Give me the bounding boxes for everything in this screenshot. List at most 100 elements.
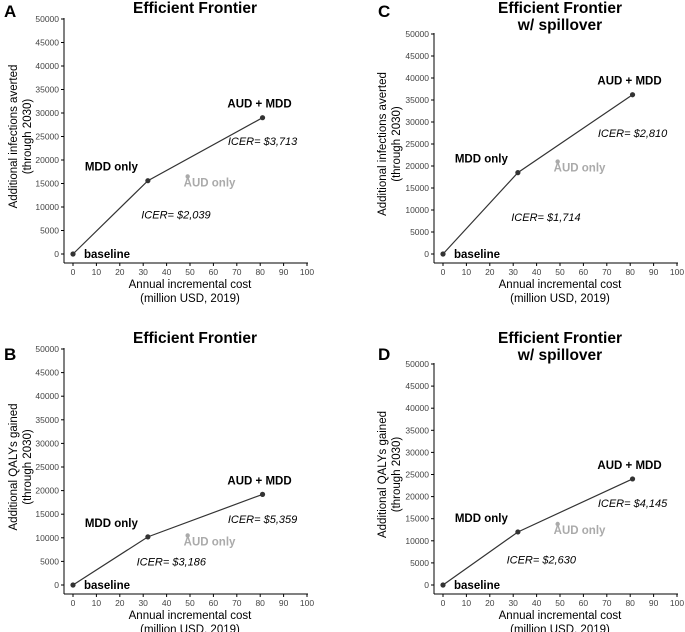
chart-a-point-label-aud-only: AUD only xyxy=(184,177,236,189)
chart-c-y-label: Additional infections averted xyxy=(377,72,389,216)
chart-d-y-tick-label: 10000 xyxy=(405,536,429,546)
chart-a-point-baseline xyxy=(70,251,76,257)
chart-a-x-tick-label: 50 xyxy=(185,267,195,277)
chart-c-icer-label-1: ICER= $1,714 xyxy=(511,212,580,224)
chart-d-y-tick-label: 5000 xyxy=(410,558,429,568)
chart-a-y-label: Additional infections averted xyxy=(8,65,20,209)
chart-d-point-label-mdd-only: MDD only xyxy=(455,513,509,525)
chart-b-point-label-mdd-only: MDD only xyxy=(85,518,139,530)
chart-d-x-label: Annual incremental cost xyxy=(499,610,623,622)
chart-a-x-tick-label: 20 xyxy=(115,267,125,277)
chart-d-icer-label-1: ICER= $2,630 xyxy=(507,554,577,566)
chart-d-y-tick-label: 40000 xyxy=(405,403,429,413)
chart-a-x-tick-label: 0 xyxy=(71,267,76,277)
chart-d-y-label: Additional QALYs gained xyxy=(377,411,389,538)
chart-d-y-tick-label: 20000 xyxy=(405,492,429,502)
chart-d-point-label-baseline: baseline xyxy=(454,580,500,592)
chart-b-group: 0 10 20 30 40 50 60 70 80 90 100 0 5000 10000 15000 200… xyxy=(8,344,314,632)
panel-letter-b: B xyxy=(4,345,17,364)
chart-c-icer-label-2: ICER= $2,810 xyxy=(598,128,668,140)
chart-subtitle-c: w/ spillover xyxy=(517,17,603,34)
chart-a-icer-label-2: ICER= $3,713 xyxy=(228,136,298,148)
chart-c-y-tick-label: 30000 xyxy=(405,117,429,127)
chart-c-x-tick-label: 50 xyxy=(555,267,565,277)
chart-c-x-tick-label: 70 xyxy=(602,267,612,277)
chart-a-y-label-sub: (through 2030) xyxy=(22,99,34,175)
chart-a-x-tick-label: 100 xyxy=(300,267,314,277)
chart-a-x-tick-label: 80 xyxy=(255,267,265,277)
chart-subtitle-d: w/ spillover xyxy=(517,347,603,364)
chart-a-y-tick-label: 20000 xyxy=(35,155,59,165)
chart-c-y-tick-label: 40000 xyxy=(405,73,429,83)
chart-a-y-tick-label: 40000 xyxy=(35,61,59,71)
panel-letter-c: C xyxy=(378,2,391,21)
chart-d-point-label-aud-mdd: AUD + MDD xyxy=(597,460,661,472)
chart-d-icer-label-2: ICER= $4,145 xyxy=(598,498,668,510)
chart-d-x-tick-label: 20 xyxy=(485,598,495,608)
chart-c-y-tick-label: 10000 xyxy=(405,205,429,215)
chart-c-y-label-sub: (through 2030) xyxy=(391,106,403,182)
chart-b-y-tick-label: 35000 xyxy=(35,415,59,425)
chart-d-y-tick-label: 50000 xyxy=(405,359,429,369)
chart-b-x-tick-label: 80 xyxy=(255,598,265,608)
chart-c-x-tick-label: 30 xyxy=(508,267,518,277)
chart-a-point-label-aud-mdd: AUD + MDD xyxy=(227,99,291,111)
chart-b-point-label-baseline: baseline xyxy=(84,580,130,592)
chart-a-x-label-sub: (million USD, 2019) xyxy=(140,293,240,305)
chart-b-point-label-aud-only: AUD only xyxy=(184,536,236,548)
chart-b-y-label-sub: (through 2030) xyxy=(22,429,34,505)
chart-d-x-tick-label: 100 xyxy=(670,598,684,608)
chart-d-point-aud-mdd xyxy=(629,476,636,482)
chart-a-point-aud-mdd xyxy=(259,115,266,121)
chart-b-point-mdd-only xyxy=(145,534,151,540)
chart-c-y-tick-label: 15000 xyxy=(405,183,429,193)
chart-c-y-tick-label: 0 xyxy=(424,249,429,259)
chart-c-point-label-baseline: baseline xyxy=(454,249,500,261)
chart-b-y-tick-label: 15000 xyxy=(35,509,59,519)
chart-a-x-tick-label: 40 xyxy=(162,267,172,277)
chart-b-y-tick-label: 45000 xyxy=(35,368,59,378)
chart-c-x-tick-label: 20 xyxy=(485,267,495,277)
chart-a-x-tick-label: 60 xyxy=(209,267,219,277)
chart-a-y-tick-label: 0 xyxy=(54,249,59,259)
chart-b-x-tick-label: 20 xyxy=(115,598,125,608)
chart-title-d-line1: Efficient Frontier xyxy=(497,330,622,347)
chart-b-point-aud-only xyxy=(185,533,190,538)
chart-c-x-label-sub: (million USD, 2019) xyxy=(510,293,610,305)
chart-c-x-tick-label: 60 xyxy=(579,267,589,277)
chart-b-x-tick-label: 90 xyxy=(279,598,289,608)
chart-title-a: Efficient Frontier xyxy=(100,0,290,17)
chart-c-point-label-aud-mdd: AUD + MDD xyxy=(597,76,661,88)
chart-a-point-aud-only xyxy=(185,174,190,179)
chart-c-point-label-aud-only: AUD only xyxy=(554,163,606,175)
chart-d-point-mdd-only xyxy=(515,529,521,535)
chart-a-x-tick-label: 10 xyxy=(92,267,102,277)
chart-d-point-label-aud-only: AUD only xyxy=(554,525,606,537)
chart-a-x-tick-label: 70 xyxy=(232,267,242,277)
chart-c-y-tick-label: 5000 xyxy=(410,227,429,237)
chart-a-x-label: Annual incremental cost xyxy=(129,279,253,291)
chart-d-y-tick-label: 35000 xyxy=(405,425,429,435)
chart-title-c-line1: Efficient Frontier xyxy=(497,0,622,17)
chart-b-point-aud-mdd xyxy=(259,491,266,497)
chart-c-x-tick-label: 90 xyxy=(649,267,659,277)
chart-c-x-label: Annual incremental cost xyxy=(499,279,623,291)
chart-a-x-tick-label: 90 xyxy=(279,267,289,277)
chart-d-x-tick-label: 60 xyxy=(579,598,589,608)
chart-b-x-label-sub: (million USD, 2019) xyxy=(140,624,240,632)
panel-letter-d: D xyxy=(378,345,391,364)
chart-b-y-tick-label: 20000 xyxy=(35,486,59,496)
chart-b-x-tick-label: 60 xyxy=(209,598,219,608)
chart-d-x-label-sub: (million USD, 2019) xyxy=(510,624,610,632)
chart-b-x-tick-label: 10 xyxy=(92,598,102,608)
chart-a-y-tick-label: 10000 xyxy=(35,202,59,212)
chart-b-x-label: Annual incremental cost xyxy=(129,610,253,622)
chart-c-point-baseline xyxy=(440,251,446,257)
chart-d-group: 0 10 20 30 40 50 60 70 80 90 100 0 5000 10000 15000 200… xyxy=(377,359,684,632)
chart-a-y-tick-label: 50000 xyxy=(35,14,59,24)
chart-d-x-tick-label: 80 xyxy=(625,598,635,608)
chart-c-x-tick-label: 40 xyxy=(532,267,542,277)
chart-a-point-mdd-only xyxy=(145,178,151,184)
chart-c-x-tick-label: 0 xyxy=(441,267,446,277)
chart-c-point-label-mdd-only: MDD only xyxy=(455,154,509,166)
